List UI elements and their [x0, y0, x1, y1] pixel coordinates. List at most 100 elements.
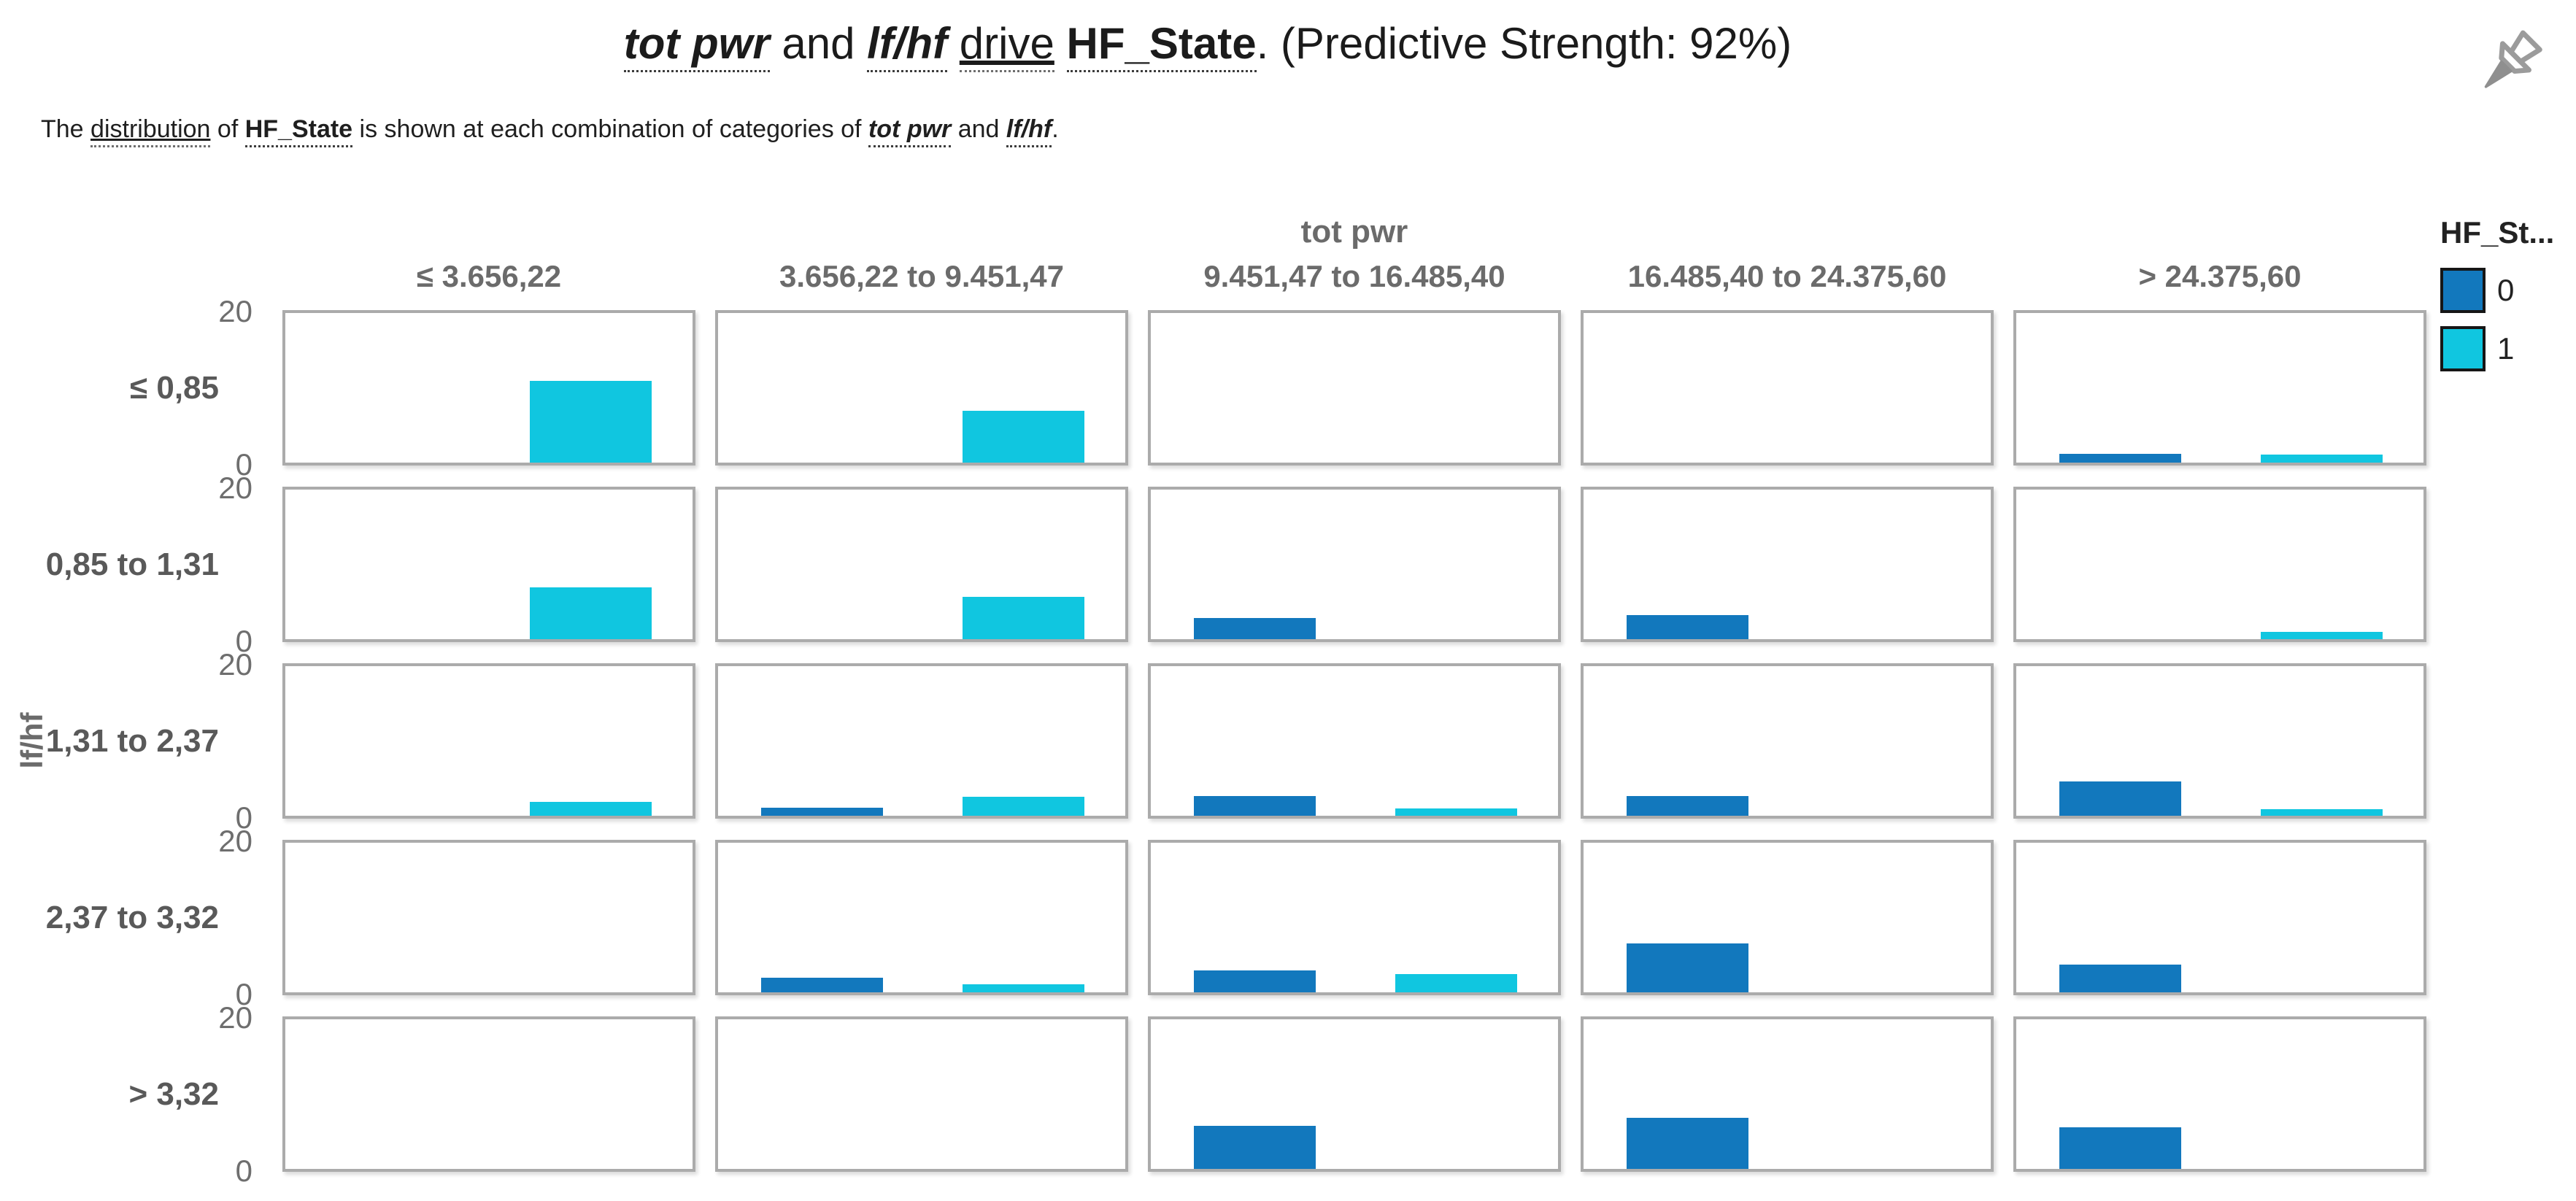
title-segment-4: drive: [959, 19, 1054, 72]
bar-series-0-r2c4[interactable]: [2059, 781, 2181, 816]
x-axis-facet-title: tot pwr: [1300, 214, 1408, 250]
bar-series-1-r0c4[interactable]: [2260, 454, 2383, 463]
facet-grid: 20 ≤ 0,85 0 20 0,85 to 1,31 0 20 1,31 to 2,37 0 2…: [0, 294, 2426, 1188]
y-tick-max: 20: [218, 293, 252, 328]
facet-cell-r1c2: [1148, 487, 1561, 642]
bar-series-1-r1c1[interactable]: [962, 596, 1085, 639]
row-gutter-1: 20 0,85 to 1,31 0: [0, 471, 263, 658]
facet-cell-r4c2: [1148, 1016, 1561, 1172]
row-label-0: ≤ 0,85: [129, 369, 219, 406]
facet-cell-r2c1: [715, 663, 1128, 819]
facet-cell-r0c3: [1581, 310, 1994, 466]
subtitle-segment-1: distribution: [90, 115, 211, 147]
bar-series-1-r1c4[interactable]: [2260, 631, 2383, 639]
row-label-4: > 3,32: [128, 1076, 219, 1112]
page-subtitle: The distribution of HF_State is shown at…: [41, 115, 1059, 147]
facet-cell-r2c2: [1148, 663, 1561, 819]
row-gutter-2: 20 1,31 to 2,37 0: [0, 647, 263, 835]
facet-cell-r1c4: [2013, 487, 2426, 642]
y-tick-max: 20: [218, 646, 252, 681]
facet-cell-r1c1: [715, 487, 1128, 642]
bar-series-1-r0c0[interactable]: [529, 381, 652, 463]
y-axis-facet-title: lf/hf: [15, 712, 49, 769]
bar-series-0-r3c3[interactable]: [1626, 943, 1748, 992]
legend-swatch-1[interactable]: [2440, 326, 2486, 371]
bar-series-1-r3c2[interactable]: [1395, 974, 1518, 992]
page-title: tot pwr and lf/hf drive HF_State. (Predi…: [0, 16, 2415, 72]
subtitle-segment-7: lf/hf: [1006, 115, 1052, 147]
row-label-3: 2,37 to 3,32: [45, 899, 219, 935]
column-header-4: > 24.375,60: [2138, 259, 2302, 293]
legend-item-1: 1: [2440, 326, 2554, 371]
bar-series-1-r2c0[interactable]: [529, 801, 652, 816]
bar-series-0-r4c3[interactable]: [1626, 1118, 1748, 1169]
subtitle-segment-6: and: [951, 115, 1006, 143]
row-gutter-4: 20 > 3,32 0: [0, 1000, 263, 1188]
facet-cell-r4c3: [1581, 1016, 1994, 1172]
bar-series-1-r3c1[interactable]: [962, 984, 1085, 992]
facet-cell-r3c3: [1581, 840, 1994, 995]
bar-series-0-r1c2[interactable]: [1193, 618, 1316, 639]
row-gutter-0: 20 ≤ 0,85 0: [0, 294, 263, 482]
facet-cell-r0c1: [715, 310, 1128, 466]
bar-series-0-r1c3[interactable]: [1626, 615, 1748, 639]
subtitle-segment-5: tot pwr: [868, 115, 952, 147]
legend-label-0: 0: [2497, 273, 2515, 307]
facet-cell-r3c2: [1148, 840, 1561, 995]
facet-cell-r3c4: [2013, 840, 2426, 995]
facet-cell-r2c4: [2013, 663, 2426, 819]
row-label-1: 0,85 to 1,31: [45, 546, 219, 582]
title-segment-2: lf/hf: [867, 19, 948, 72]
y-tick-min: 0: [235, 624, 252, 659]
y-tick-min: 0: [235, 1154, 252, 1189]
bar-series-1-r2c1[interactable]: [962, 797, 1085, 816]
facet-cell-r2c3: [1581, 663, 1994, 819]
facet-cell-r4c0: [282, 1016, 695, 1172]
title-segment-3: [947, 19, 960, 68]
column-header-2: 9.451,47 to 16.485,40: [1203, 259, 1505, 293]
y-tick-min: 0: [235, 447, 252, 482]
bar-series-1-r2c2[interactable]: [1395, 808, 1518, 816]
subtitle-segment-4: is shown at each combination of categori…: [352, 115, 868, 143]
facet-cell-r3c1: [715, 840, 1128, 995]
facet-cell-r1c3: [1581, 487, 1994, 642]
facet-cell-r0c4: [2013, 310, 2426, 466]
bar-series-0-r3c1[interactable]: [760, 977, 883, 992]
bar-series-0-r4c4[interactable]: [2059, 1127, 2181, 1169]
bar-series-0-r3c4[interactable]: [2059, 965, 2181, 992]
facet-cell-r0c0: [282, 310, 695, 466]
legend-swatch-0[interactable]: [2440, 268, 2486, 313]
facet-cell-r0c2: [1148, 310, 1561, 466]
bar-series-0-r0c4[interactable]: [2059, 453, 2181, 463]
bar-series-0-r2c1[interactable]: [760, 807, 883, 816]
column-header-3: 16.485,40 to 24.375,60: [1627, 259, 1947, 293]
pin-button[interactable]: [2465, 26, 2550, 111]
title-segment-7: . (Predictive Strength: 92%): [1256, 19, 1792, 68]
bar-series-0-r3c2[interactable]: [1193, 970, 1316, 992]
subtitle-segment-0: The: [41, 115, 91, 143]
facet-cell-r4c4: [2013, 1016, 2426, 1172]
facet-cell-r1c0: [282, 487, 695, 642]
column-headers: ≤ 3.656,22 3.656,22 to 9.451,47 9.451,47 t…: [282, 259, 2426, 294]
title-segment-0: tot pwr: [623, 19, 770, 72]
title-segment-5: [1054, 19, 1067, 68]
y-tick-max: 20: [218, 823, 252, 858]
bar-series-1-r0c1[interactable]: [962, 411, 1085, 463]
subtitle-segment-2: of: [210, 115, 245, 143]
y-tick-max: 20: [218, 470, 252, 505]
row-label-2: 1,31 to 2,37: [45, 722, 219, 759]
subtitle-segment-8: .: [1052, 115, 1059, 143]
facet-cell-r4c1: [715, 1016, 1128, 1172]
bar-series-0-r2c2[interactable]: [1193, 796, 1316, 816]
y-tick-max: 20: [218, 1000, 252, 1035]
row-gutter-3: 20 2,37 to 3,32 0: [0, 824, 263, 1011]
bar-series-1-r2c4[interactable]: [2260, 808, 2383, 816]
facet-cell-r2c0: [282, 663, 695, 819]
bar-series-0-r2c3[interactable]: [1626, 796, 1748, 816]
facet-cell-r3c0: [282, 840, 695, 995]
bar-series-1-r1c0[interactable]: [529, 587, 652, 639]
column-header-1: 3.656,22 to 9.451,47: [779, 259, 1064, 293]
bar-series-0-r4c2[interactable]: [1193, 1125, 1316, 1169]
